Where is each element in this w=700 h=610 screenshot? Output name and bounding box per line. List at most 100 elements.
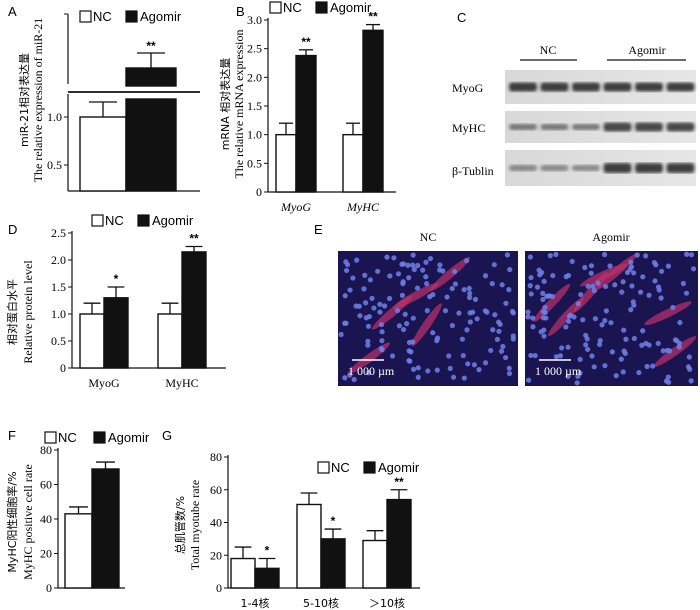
a-ytick-label: 1.0	[47, 110, 62, 124]
e-nucleus	[628, 259, 634, 265]
c-group-label-nc: NC	[540, 43, 557, 57]
e-nucleus	[589, 353, 595, 359]
e-nucleus	[566, 313, 573, 319]
e-nucleus	[631, 270, 637, 276]
e-nucleus	[578, 291, 584, 298]
G-ytick-label: 40	[210, 516, 222, 530]
e-nucleus	[494, 336, 501, 342]
e-nucleus	[538, 329, 544, 335]
e-nucleus	[400, 261, 407, 267]
e-nucleus	[621, 327, 627, 333]
B-ylabel-en: The relative mRNA expression	[232, 30, 246, 179]
e-nucleus	[365, 323, 372, 329]
e-nucleus	[526, 377, 532, 383]
D-ytick-label: 2.0	[51, 253, 66, 267]
d-legend-agomir-label: Agomir	[152, 213, 194, 228]
e-nucleus	[465, 361, 471, 367]
B-ytick-label: 0	[256, 185, 262, 199]
e-nucleus	[583, 342, 589, 348]
e-nucleus	[424, 308, 430, 314]
a-bar-nc	[79, 116, 127, 192]
e-nucleus	[631, 335, 637, 342]
e-nucleus	[528, 274, 534, 281]
e-nucleus	[658, 268, 665, 274]
B-category-label: MyHC	[346, 200, 380, 214]
e-nucleus	[461, 287, 467, 293]
B-category-label: MyoG	[280, 200, 311, 214]
e-nucleus	[602, 363, 608, 369]
e-nucleus	[415, 374, 421, 380]
e-nucleus	[585, 346, 591, 353]
e-nucleus	[591, 364, 597, 370]
G-bar-agomir	[254, 567, 280, 589]
e-myotube	[548, 297, 584, 337]
e-scale-bar-label: 1 000 µm	[535, 364, 582, 378]
e-nucleus	[446, 353, 452, 359]
c-blot-band	[540, 82, 569, 92]
e-nucleus	[683, 290, 690, 296]
F-ylabel-cn: MyHC阳性细胞率/%	[5, 471, 19, 572]
e-nucleus	[565, 373, 571, 379]
panel-label-b: B	[236, 4, 245, 19]
e-nucleus	[565, 344, 571, 350]
e-nucleus	[405, 262, 411, 268]
e-nucleus	[528, 291, 534, 297]
e-nucleus	[472, 296, 479, 302]
e-nucleus	[676, 344, 682, 350]
e-nucleus	[379, 338, 385, 344]
e-micrograph-nc: 1 000 µm	[338, 251, 518, 386]
e-nucleus	[449, 322, 456, 329]
e-nucleus	[434, 367, 440, 373]
e-nucleus	[491, 262, 497, 268]
G-significance-mark: **	[394, 475, 404, 489]
G-bar-agomir	[386, 498, 412, 589]
e-nucleus	[356, 303, 362, 309]
D-category-label: MyHC	[165, 376, 198, 390]
e-nucleus	[404, 321, 410, 327]
D-bar-nc	[79, 313, 105, 369]
f-legend-agomir-swatch	[93, 431, 106, 444]
D-category-label: MyoG	[88, 376, 120, 390]
e-nucleus	[540, 315, 547, 321]
e-nucleus	[528, 352, 534, 359]
G-category-label: ＞10核	[369, 596, 405, 610]
e-nucleus	[653, 262, 659, 268]
e-nucleus	[608, 320, 614, 326]
F-ytick-label: 20	[40, 547, 52, 561]
e-nucleus	[664, 347, 671, 353]
D-ytick-label: 0	[60, 361, 66, 375]
D-significance-mark: *	[114, 272, 119, 286]
e-nucleus	[450, 374, 457, 380]
panel-label-e: E	[314, 222, 323, 237]
e-nucleus	[461, 375, 467, 381]
e-nucleus	[540, 290, 546, 296]
B-ytick-label: 1.0	[247, 128, 262, 142]
e-nucleus	[467, 290, 473, 296]
e-nucleus	[369, 295, 375, 301]
e-nucleus	[498, 348, 505, 354]
e-nucleus	[687, 366, 693, 372]
G-bar-nc	[362, 539, 388, 589]
e-nucleus	[646, 292, 652, 298]
e-nucleus	[588, 263, 595, 269]
e-nucleus	[342, 375, 348, 381]
G-ylabel-en: Total myotube rate	[188, 480, 202, 570]
e-nucleus	[541, 333, 547, 339]
G-category-label: 1-4核	[241, 596, 270, 610]
e-scale-bar-label: 1 000 µm	[348, 364, 395, 378]
e-nucleus	[420, 267, 426, 273]
e-nucleus	[677, 319, 683, 326]
e-nucleus	[525, 309, 531, 315]
B-ytick-label: 2.0	[247, 70, 262, 84]
c-blot-band	[603, 163, 632, 173]
e-nucleus	[361, 286, 367, 292]
e-nucleus	[449, 285, 455, 292]
e-nucleus	[541, 278, 547, 284]
e-myotube	[429, 257, 471, 292]
a-significance-mark: **	[146, 39, 156, 53]
e-nucleus	[377, 309, 383, 315]
panel-label-d: D	[8, 222, 17, 237]
e-nucleus	[410, 262, 416, 268]
e-nucleus	[676, 340, 682, 346]
D-ytick-label: 1.0	[51, 307, 66, 321]
